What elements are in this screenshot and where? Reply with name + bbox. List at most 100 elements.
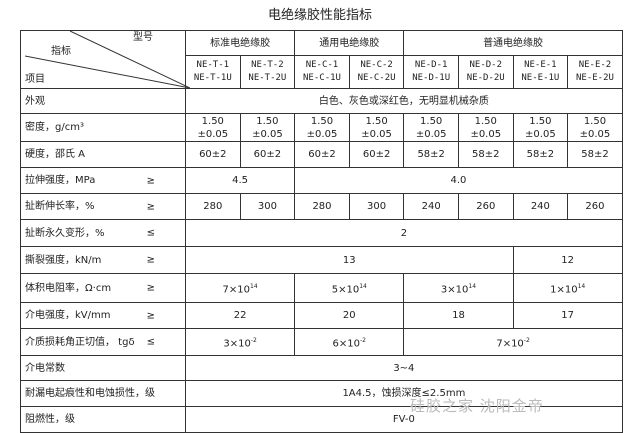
cell-value: 1.50 ±0.05 xyxy=(470,115,502,140)
value-cell: 3×10-2 xyxy=(184,328,296,356)
model-code: NE-E-2 xyxy=(578,60,612,70)
comparison-operator: ≥ xyxy=(146,282,155,294)
value-cell: 1.50 ±0.05 xyxy=(185,113,241,142)
cell-value: 280 xyxy=(203,201,223,212)
model-code: NE-E-1 xyxy=(524,60,557,70)
cell-value: 1.50 ±0.05 xyxy=(415,115,447,140)
value-cell: 22 xyxy=(184,302,296,329)
row-label: 外观 xyxy=(25,95,45,107)
value-cell: 白色、灰色或深红色，无明显机械杂质 xyxy=(185,88,623,114)
value-cell: 240 xyxy=(403,193,459,220)
cell-value: 260 xyxy=(585,201,605,212)
comparison-operator: ≤ xyxy=(146,336,155,348)
value-cell: 5×1014 xyxy=(294,273,405,303)
page-title: 电绝缘胶性能指标 xyxy=(267,8,372,23)
row-label: 扯断永久变形，% xyxy=(25,227,105,239)
row-label-cell: 撕裂强度，kN/m ≥ xyxy=(20,246,186,274)
value-cell: 60±2 xyxy=(239,141,296,168)
cell-value: 1.50 ±0.05 xyxy=(252,115,283,140)
value-cell: 260 xyxy=(457,193,514,220)
value-cell: 4.0 xyxy=(294,167,623,194)
value-cell: 1.50 ±0.05 xyxy=(348,113,405,142)
row-label-cell: 扯断伸长率，% ≥ xyxy=(20,193,186,220)
row-label: 耐漏电起痕性和电蚀损性，级 xyxy=(25,388,155,399)
value-cell: 60±2 xyxy=(294,141,350,168)
cell-value: 300 xyxy=(257,201,277,212)
row-label-cell: 介电常数 xyxy=(20,355,186,381)
row-label: 介电强度，kV/mm xyxy=(25,310,111,321)
value-cell: 7×10-2 xyxy=(403,328,623,356)
table-row: 撕裂强度，kN/m ≥ 13 12 xyxy=(20,246,623,274)
value-cell: 240 xyxy=(512,193,569,220)
row-label: 拉伸强度，MPa xyxy=(25,175,96,186)
model-cell: NE-C-1 NE-C-1U xyxy=(294,55,350,89)
model-code: NE-E-2U xyxy=(575,73,614,83)
value-cell: 3×1014 xyxy=(403,273,514,303)
value-cell: 58±2 xyxy=(403,141,459,168)
comparison-operator: ≤ xyxy=(146,227,155,239)
value-cell: FV-0 xyxy=(185,406,623,433)
model-code: NE-D-1 xyxy=(414,60,448,70)
row-label-cell: 阻燃性，级 xyxy=(20,406,186,433)
row-label-cell: 介质损耗角正切值， tgδ ≤ xyxy=(20,328,186,356)
exponent: -2 xyxy=(360,336,366,344)
value-cell: 1.50 ±0.05 xyxy=(403,113,459,142)
model-cell: NE-D-2 NE-D-2U xyxy=(457,55,514,89)
value-cell: 1.50 ±0.05 xyxy=(512,113,569,142)
cell-value: 280 xyxy=(312,201,332,212)
cell-value: 58±2 xyxy=(472,149,500,160)
cell-value: 20 xyxy=(342,310,356,321)
table-row: 扯断伸长率，% ≥280 300 280 300 240 260 240 260 xyxy=(20,193,623,220)
cell-value: 6×10 xyxy=(332,338,361,350)
cell-value: 1A4.5，蚀损深度≤2.5mm xyxy=(342,388,466,399)
row-label-cell: 扯断永久变形，% ≤ xyxy=(20,219,186,247)
value-cell: 58±2 xyxy=(567,141,623,168)
cell-value: 13 xyxy=(342,254,356,266)
model-cell: NE-T-2 NE-T-2U xyxy=(239,55,296,89)
value-cell: 2 xyxy=(185,219,623,247)
cell-value: 17 xyxy=(561,310,575,321)
cell-value: 1.50 ±0.05 xyxy=(361,115,392,140)
cell-value: 4.0 xyxy=(450,175,467,186)
value-cell: 1.50 ±0.05 xyxy=(294,113,350,142)
model-code: NE-T-1 xyxy=(196,60,230,70)
row-label: 阻燃性，级 xyxy=(25,414,75,425)
exponent: 14 xyxy=(250,282,258,290)
comparison-operator: ≥ xyxy=(146,310,155,321)
exponent: 14 xyxy=(468,282,477,290)
value-cell: 300 xyxy=(239,193,296,220)
value-cell: 12 xyxy=(512,246,623,274)
cell-value: 1.50 ±0.05 xyxy=(197,115,229,140)
cell-value: 2 xyxy=(400,227,408,239)
value-cell: 300 xyxy=(348,193,405,220)
exponent: 14 xyxy=(359,282,367,290)
model-cell: NE-T-1 NE-T-1U xyxy=(185,55,241,89)
cell-value: 18 xyxy=(452,310,465,321)
model-code: NE-C-2 xyxy=(360,60,393,70)
group-ordinary: 普通电绝缘胶 xyxy=(403,30,623,56)
header-corner: 型号 指标 项目 xyxy=(20,30,190,89)
cell-value: 58±2 xyxy=(417,149,445,160)
value-cell: 4.5 xyxy=(184,167,296,194)
value-cell: 3~4 xyxy=(185,355,623,381)
value-cell: 260 xyxy=(567,193,623,220)
row-label: 密度，g/cm³ xyxy=(25,122,84,133)
value-cell: 280 xyxy=(294,193,350,220)
value-cell: 18 xyxy=(403,302,514,329)
table-row: 介电强度，kV/mm ≥22 20 18 17 xyxy=(20,302,623,329)
table-row: 介电常数 3~4 xyxy=(20,355,623,381)
cell-value: 300 xyxy=(367,201,387,212)
value-cell: 1A4.5，蚀损深度≤2.5mm xyxy=(185,380,623,407)
table-row: 阻燃性，级 FV-0 xyxy=(20,406,623,433)
table-row: 密度，g/cm³ 1.50 ±0.05 1.50 ±0.05 1.50 ±0.05 1.… xyxy=(20,113,623,142)
cell-value: 1.50 ±0.05 xyxy=(525,115,556,140)
row-label-cell: 耐漏电起痕性和电蚀损性，级 xyxy=(20,380,186,407)
value-cell: 60±2 xyxy=(185,141,241,168)
cell-value: 60±2 xyxy=(199,149,227,160)
value-cell: 1.50 ±0.05 xyxy=(457,113,514,142)
row-label-cell: 拉伸强度，MPa ≥ xyxy=(20,167,186,194)
cell-value: 3×10 xyxy=(223,338,251,350)
row-label-cell: 硬度，邵氏 A xyxy=(20,141,186,168)
cell-value: 7×10 xyxy=(222,284,250,296)
spec-table: 型号 指标 项目 标准电绝缘胶 通用电绝缘胶 普通电绝缘胶 NE-T-1 NE-T… xyxy=(20,30,623,433)
